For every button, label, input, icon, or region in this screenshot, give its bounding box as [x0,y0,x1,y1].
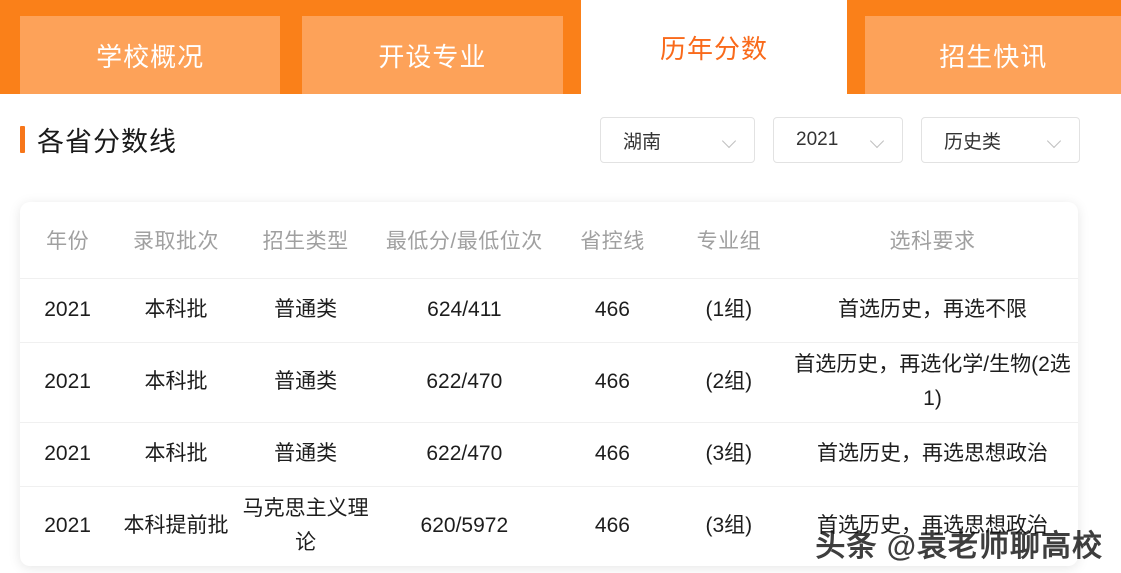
scores-table-card: 年份 录取批次 招生类型 最低分/最低位次 省控线 专业组 选科要求 2021 … [20,202,1078,566]
tab-historical-scores[interactable]: 历年分数 [580,0,848,94]
province-select-value: 湖南 [623,131,662,153]
cell-year: 2021 [44,514,91,538]
scores-table: 年份 录取批次 招生类型 最低分/最低位次 省控线 专业组 选科要求 2021 … [20,202,1078,566]
cell-batch: 本科批 [144,370,208,393]
column-header-province-line: 省控线 [580,229,645,253]
table-header: 年份 录取批次 招生类型 最低分/最低位次 省控线 专业组 选科要求 [20,202,1078,278]
column-header-score-rank: 最低分/最低位次 [385,229,543,253]
tab-admission-news[interactable]: 招生快讯 [865,16,1121,94]
table-body: 2021 本科批 普通类 624/411 466 (1组) 首选历史，再选不限 … [20,278,1078,566]
cell-year: 2021 [44,370,91,393]
cell-score-rank: 620/5972 [420,514,509,538]
cell-subject-requirement: 首选历史，再选化学/生物(2选1) [794,353,1071,410]
cell-province-line: 466 [594,370,630,393]
cell-batch: 本科批 [144,298,208,321]
subject-category-select-value: 历史类 [944,131,1002,153]
province-select[interactable]: 湖南 [600,117,755,163]
cell-type: 普通类 [274,370,338,393]
cell-score-rank: 624/411 [427,298,502,321]
table-row[interactable]: 2021 本科批 普通类 622/470 466 (3组) 首选历史，再选思想政… [20,422,1078,486]
tab-label: 学校概况 [96,41,205,72]
year-select-value: 2021 [796,129,839,150]
chevron-down-icon [871,136,886,145]
cell-major-group: (3组) [705,442,753,465]
cell-province-line: 466 [594,298,630,321]
filter-selectors: 湖南 2021 历史类 [600,117,1080,163]
cell-score-rank: 622/470 [426,370,503,393]
chevron-down-icon [1048,136,1063,145]
chevron-down-icon [723,136,738,145]
cell-year: 2021 [44,442,91,465]
cell-subject-requirement: 首选历史，再选思想政治 [817,442,1048,465]
title-accent-bar [20,126,25,153]
cell-major-group: (3组) [705,514,753,538]
cell-type: 普通类 [274,298,338,321]
tab-majors-offered[interactable]: 开设专业 [302,16,563,94]
section-header-row: 各省分数线 湖南 2021 历史类 [0,94,1121,180]
column-header-batch: 录取批次 [133,229,220,253]
column-header-major-group: 专业组 [696,229,762,253]
tab-school-overview[interactable]: 学校概况 [20,16,281,94]
cell-score-rank: 622/470 [426,442,503,465]
table-header-row: 年份 录取批次 招生类型 最低分/最低位次 省控线 专业组 选科要求 [20,202,1078,278]
tab-label: 招生快讯 [939,41,1048,72]
page-title-text: 各省分数线 [37,127,177,157]
table-row[interactable]: 2021 本科批 普通类 624/411 466 (1组) 首选历史，再选不限 [20,278,1078,342]
table-row[interactable]: 2021 本科提前批 马克思主义理论 620/5972 466 (3组) 首选历… [20,486,1078,566]
cell-type: 普通类 [274,442,338,465]
cell-batch: 本科提前批 [123,514,229,538]
subject-category-select[interactable]: 历史类 [921,117,1080,163]
year-select[interactable]: 2021 [773,117,903,163]
cell-batch: 本科批 [144,442,208,465]
content-area: 各省分数线 湖南 2021 历史类 年份 录取批次 招生类型 [0,94,1121,573]
column-header-year: 年份 [46,229,90,253]
cell-major-group: (1组) [705,298,753,321]
cell-province-line: 466 [594,514,630,538]
column-header-type: 招生类型 [262,229,349,253]
cell-subject-requirement: 首选历史，再选不限 [838,298,1027,321]
cell-year: 2021 [44,298,91,321]
page-title: 各省分数线 [20,120,177,159]
cell-province-line: 466 [594,442,630,465]
tab-label: 历年分数 [660,33,769,64]
cell-type: 马克思主义理论 [242,497,369,555]
column-header-subject-requirement: 选科要求 [889,229,976,253]
cell-major-group: (2组) [705,370,753,393]
table-row[interactable]: 2021 本科批 普通类 622/470 466 (2组) 首选历史，再选化学/… [20,342,1078,422]
cell-subject-requirement: 首选历史，再选思想政治 [817,514,1048,538]
tab-bar: 学校概况 开设专业 历年分数 招生快讯 [0,0,1121,94]
tab-label: 开设专业 [378,41,487,72]
